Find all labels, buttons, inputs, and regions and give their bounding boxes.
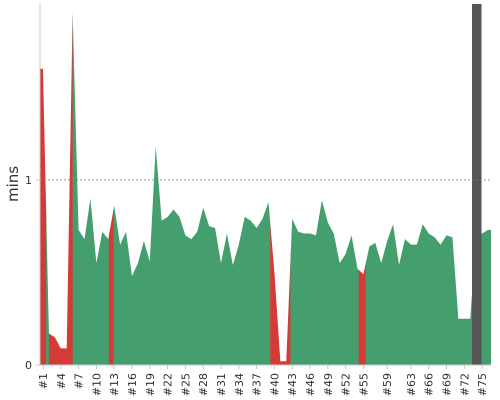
area-band-bad-8: [358, 13, 367, 365]
x-tick-label-22: #69: [440, 373, 453, 396]
x-tick-label-11: #34: [233, 373, 246, 396]
x-tick-label-23: #72: [458, 373, 471, 396]
x-tick-label-16: #49: [322, 373, 335, 396]
area-band-bad-2: [48, 13, 74, 365]
x-tick-label-1: #4: [55, 373, 68, 389]
current-marker-band: [472, 4, 482, 365]
x-tick-label-8: #25: [179, 373, 192, 396]
x-tick-label-3: #10: [90, 373, 103, 396]
x-tick-label-17: #52: [340, 373, 353, 396]
area-band-good-3: [72, 13, 110, 365]
x-tick-label-14: #43: [286, 373, 299, 396]
area-band-good-5: [113, 13, 271, 365]
x-axis-ticks: #1 #4 #7 #10 #13 #16 #19 #22 #25 #28 #31 #34 #37 #40 #…: [37, 365, 489, 396]
x-tick-label-7: #22: [162, 373, 175, 396]
x-tick-label-15: #46: [304, 373, 317, 396]
x-tick-label-0: #1: [37, 373, 50, 389]
y-tick-label-1: 1: [25, 174, 32, 187]
x-tick-label-2: #7: [73, 373, 86, 389]
x-tick-label-12: #37: [251, 373, 264, 396]
area-band-bad-4: [108, 13, 115, 365]
x-tick-label-9: #28: [197, 373, 210, 396]
x-tick-label-20: #63: [405, 373, 418, 396]
area-band-good-7: [290, 13, 360, 365]
area-series: [40, 13, 491, 365]
y-axis-ticks: 01: [25, 174, 40, 372]
x-tick-label-24: #75: [476, 373, 489, 396]
x-tick-label-18: #55: [357, 373, 370, 396]
x-tick-label-21: #66: [423, 373, 436, 396]
y-axis-title: mins: [4, 166, 22, 202]
area-band-bad-6: [270, 13, 292, 365]
x-tick-label-19: #59: [381, 373, 394, 396]
area-band-good-1: [45, 13, 50, 365]
x-tick-label-13: #40: [268, 373, 281, 396]
x-tick-label-10: #31: [215, 373, 228, 396]
x-tick-label-6: #19: [144, 373, 157, 396]
x-tick-label-5: #16: [126, 373, 139, 396]
y-tick-label-0: 0: [25, 359, 32, 372]
area-band-bad-0: [40, 13, 47, 365]
x-tick-label-4: #13: [108, 373, 121, 396]
